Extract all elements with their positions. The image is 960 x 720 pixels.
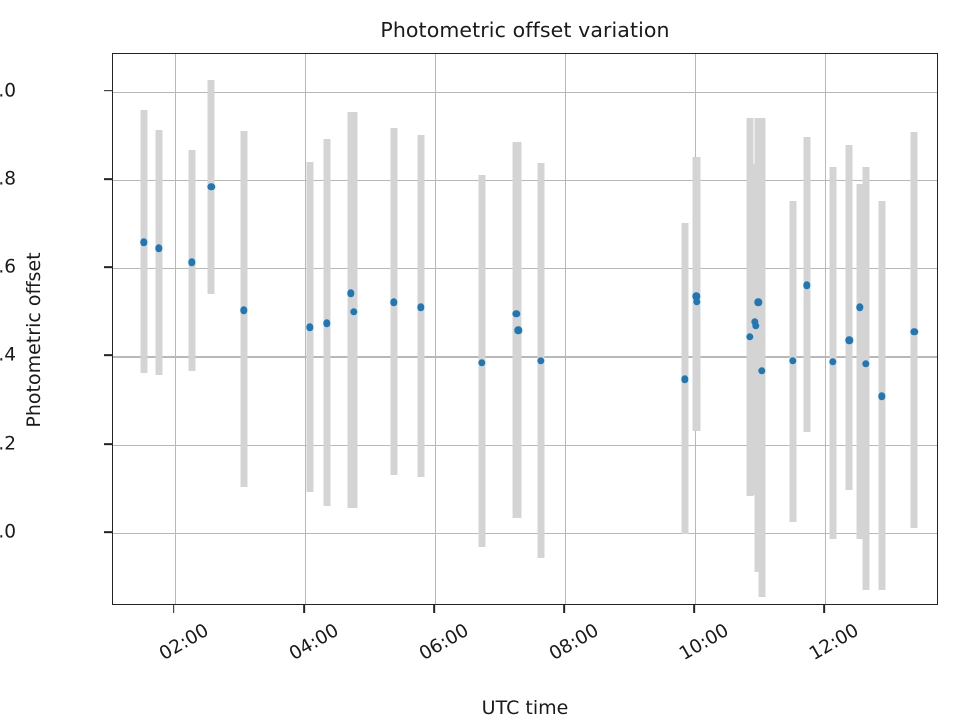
gridline-horizontal — [113, 444, 937, 446]
x-tick-mark — [433, 605, 435, 613]
y-axis-label: Photometric offset — [23, 252, 45, 428]
data-point[interactable] — [754, 298, 762, 306]
x-tick-label: 10:00 — [675, 620, 733, 665]
gridline-vertical — [825, 54, 827, 604]
data-point[interactable] — [416, 303, 425, 312]
gridline-vertical — [174, 54, 176, 604]
gridline-horizontal — [113, 91, 937, 93]
data-point[interactable] — [910, 328, 918, 336]
gridline-vertical — [304, 54, 307, 604]
errorbar — [746, 117, 754, 496]
x-tick-label: 06:00 — [415, 620, 473, 665]
x-tick-mark — [563, 605, 565, 613]
errorbar — [754, 117, 762, 573]
x-tick-label: 02:00 — [155, 620, 213, 665]
data-point[interactable] — [306, 323, 314, 332]
y-tick-mark — [104, 442, 112, 445]
data-point[interactable] — [845, 336, 853, 344]
data-point[interactable] — [693, 298, 701, 306]
data-point[interactable] — [207, 183, 215, 191]
y-tick-label: 9.0 — [0, 521, 16, 543]
errorbar — [856, 184, 864, 539]
x-axis-label: UTC time — [481, 697, 569, 719]
errorbar — [155, 129, 163, 376]
gridline-vertical — [565, 54, 567, 604]
data-point[interactable] — [788, 357, 797, 365]
x-tick-mark — [172, 605, 175, 613]
errorbar — [862, 166, 869, 591]
y-tick-label: 9.4 — [0, 344, 16, 366]
plot-area — [112, 53, 938, 605]
y-tick-mark — [104, 178, 112, 180]
data-point[interactable] — [855, 303, 864, 312]
data-point[interactable] — [751, 321, 760, 330]
data-point[interactable] — [349, 308, 358, 316]
y-tick-mark — [104, 354, 112, 357]
y-tick-mark — [104, 531, 112, 533]
x-tick-mark — [693, 605, 695, 613]
x-tick-mark — [303, 605, 305, 613]
data-point[interactable] — [478, 358, 486, 367]
data-point[interactable] — [878, 392, 886, 400]
data-point[interactable] — [240, 306, 248, 314]
data-point[interactable] — [829, 358, 837, 366]
y-tick-mark — [104, 266, 112, 269]
x-tick-mark — [823, 605, 826, 613]
data-point[interactable] — [692, 292, 701, 301]
data-point[interactable] — [751, 317, 759, 326]
y-tick-label: 10.0 — [0, 80, 16, 102]
y-tick-label: 9.2 — [0, 433, 16, 455]
x-tick-label: 08:00 — [545, 620, 603, 665]
errorbar — [758, 117, 766, 597]
gridline-horizontal — [113, 356, 937, 358]
data-point[interactable] — [537, 357, 545, 365]
data-point[interactable] — [390, 298, 398, 306]
x-tick-label: 04:00 — [285, 620, 343, 665]
data-point[interactable] — [803, 281, 811, 290]
data-point[interactable] — [347, 289, 355, 298]
data-point[interactable] — [758, 366, 766, 375]
gridline-horizontal — [113, 533, 937, 535]
chart-title: Photometric offset variation — [380, 18, 670, 42]
y-tick-mark — [104, 89, 112, 92]
data-point[interactable] — [680, 375, 689, 384]
y-tick-label: 9.6 — [0, 256, 16, 278]
data-point[interactable] — [323, 319, 331, 328]
errorbar — [829, 166, 837, 539]
data-point[interactable] — [154, 244, 163, 252]
data-point[interactable] — [139, 238, 148, 246]
x-tick-label: 12:00 — [805, 620, 863, 665]
gridline-vertical — [434, 54, 437, 604]
data-point[interactable] — [187, 258, 196, 267]
gridline-horizontal — [113, 179, 937, 182]
data-point[interactable] — [512, 309, 520, 318]
data-point[interactable] — [746, 332, 754, 341]
gridline-horizontal — [113, 268, 937, 270]
errorbar — [845, 145, 853, 490]
y-tick-label: 9.8 — [0, 168, 16, 190]
data-point[interactable] — [861, 359, 870, 368]
data-point[interactable] — [514, 326, 522, 335]
